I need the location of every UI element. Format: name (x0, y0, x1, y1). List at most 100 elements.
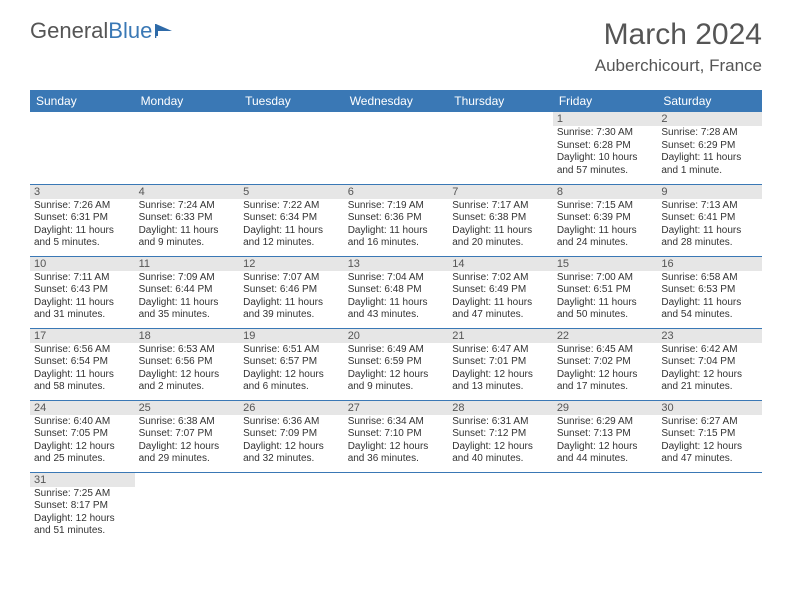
sunrise-text: Sunrise: 6:58 AM (661, 272, 758, 285)
sunset-text: Sunset: 6:48 PM (348, 284, 445, 297)
sunset-text: Sunset: 7:04 PM (661, 356, 758, 369)
calendar-cell (344, 472, 449, 544)
daylight-text: Daylight: 11 hours and 24 minutes. (557, 225, 654, 250)
calendar-cell (448, 112, 553, 184)
sunset-text: Sunset: 7:12 PM (452, 428, 549, 441)
day-details: Sunrise: 7:02 AMSunset: 6:49 PMDaylight:… (448, 271, 553, 324)
sunrise-text: Sunrise: 7:09 AM (139, 272, 236, 285)
daylight-text: Daylight: 12 hours and 25 minutes. (34, 441, 131, 466)
daylight-text: Daylight: 11 hours and 43 minutes. (348, 297, 445, 322)
daylight-text: Daylight: 11 hours and 9 minutes. (139, 225, 236, 250)
daylight-text: Daylight: 12 hours and 21 minutes. (661, 369, 758, 394)
calendar-cell (657, 472, 762, 544)
daylight-text: Daylight: 11 hours and 1 minute. (661, 152, 758, 177)
calendar-week-row: 3Sunrise: 7:26 AMSunset: 6:31 PMDaylight… (30, 184, 762, 256)
daylight-text: Daylight: 11 hours and 35 minutes. (139, 297, 236, 322)
sunrise-text: Sunrise: 7:22 AM (243, 200, 340, 213)
day-details: Sunrise: 7:26 AMSunset: 6:31 PMDaylight:… (30, 199, 135, 252)
day-details: Sunrise: 6:34 AMSunset: 7:10 PMDaylight:… (344, 415, 449, 468)
calendar-cell (344, 112, 449, 184)
sunset-text: Sunset: 6:44 PM (139, 284, 236, 297)
daylight-text: Daylight: 12 hours and 40 minutes. (452, 441, 549, 466)
weekday-header: Saturday (657, 90, 762, 112)
calendar-cell: 26Sunrise: 6:36 AMSunset: 7:09 PMDayligh… (239, 400, 344, 472)
daylight-text: Daylight: 12 hours and 9 minutes. (348, 369, 445, 394)
calendar-cell: 12Sunrise: 7:07 AMSunset: 6:46 PMDayligh… (239, 256, 344, 328)
calendar-cell: 18Sunrise: 6:53 AMSunset: 6:56 PMDayligh… (135, 328, 240, 400)
calendar-cell (553, 472, 658, 544)
daylight-text: Daylight: 11 hours and 47 minutes. (452, 297, 549, 322)
calendar-cell: 1Sunrise: 7:30 AMSunset: 6:28 PMDaylight… (553, 112, 658, 184)
day-details: Sunrise: 7:19 AMSunset: 6:36 PMDaylight:… (344, 199, 449, 252)
logo-word2: Blue (108, 18, 152, 44)
calendar-cell: 6Sunrise: 7:19 AMSunset: 6:36 PMDaylight… (344, 184, 449, 256)
day-details: Sunrise: 7:30 AMSunset: 6:28 PMDaylight:… (553, 126, 658, 179)
sunset-text: Sunset: 6:38 PM (452, 212, 549, 225)
day-number: 18 (135, 329, 240, 343)
sunrise-text: Sunrise: 7:15 AM (557, 200, 654, 213)
sunrise-text: Sunrise: 6:40 AM (34, 416, 131, 429)
sunrise-text: Sunrise: 7:17 AM (452, 200, 549, 213)
sunset-text: Sunset: 6:54 PM (34, 356, 131, 369)
sunrise-text: Sunrise: 7:11 AM (34, 272, 131, 285)
calendar-cell: 16Sunrise: 6:58 AMSunset: 6:53 PMDayligh… (657, 256, 762, 328)
day-number: 1 (553, 112, 658, 126)
weekday-header-row: Sunday Monday Tuesday Wednesday Thursday… (30, 90, 762, 112)
day-details: Sunrise: 6:40 AMSunset: 7:05 PMDaylight:… (30, 415, 135, 468)
daylight-text: Daylight: 11 hours and 50 minutes. (557, 297, 654, 322)
day-details: Sunrise: 7:00 AMSunset: 6:51 PMDaylight:… (553, 271, 658, 324)
day-details: Sunrise: 7:13 AMSunset: 6:41 PMDaylight:… (657, 199, 762, 252)
sunset-text: Sunset: 6:39 PM (557, 212, 654, 225)
day-details: Sunrise: 7:11 AMSunset: 6:43 PMDaylight:… (30, 271, 135, 324)
sunrise-text: Sunrise: 6:27 AM (661, 416, 758, 429)
sunrise-text: Sunrise: 6:42 AM (661, 344, 758, 357)
weekday-header: Tuesday (239, 90, 344, 112)
calendar-cell: 28Sunrise: 6:31 AMSunset: 7:12 PMDayligh… (448, 400, 553, 472)
day-details: Sunrise: 6:29 AMSunset: 7:13 PMDaylight:… (553, 415, 658, 468)
daylight-text: Daylight: 12 hours and 2 minutes. (139, 369, 236, 394)
sunset-text: Sunset: 6:49 PM (452, 284, 549, 297)
day-number: 23 (657, 329, 762, 343)
sunset-text: Sunset: 7:10 PM (348, 428, 445, 441)
calendar-cell: 21Sunrise: 6:47 AMSunset: 7:01 PMDayligh… (448, 328, 553, 400)
sunset-text: Sunset: 6:46 PM (243, 284, 340, 297)
calendar-cell: 13Sunrise: 7:04 AMSunset: 6:48 PMDayligh… (344, 256, 449, 328)
sunset-text: Sunset: 6:36 PM (348, 212, 445, 225)
day-details: Sunrise: 6:27 AMSunset: 7:15 PMDaylight:… (657, 415, 762, 468)
calendar-cell: 15Sunrise: 7:00 AMSunset: 6:51 PMDayligh… (553, 256, 658, 328)
day-number: 27 (344, 401, 449, 415)
daylight-text: Daylight: 11 hours and 28 minutes. (661, 225, 758, 250)
day-number: 22 (553, 329, 658, 343)
day-number: 28 (448, 401, 553, 415)
day-number: 4 (135, 185, 240, 199)
sunset-text: Sunset: 7:13 PM (557, 428, 654, 441)
day-details: Sunrise: 7:15 AMSunset: 6:39 PMDaylight:… (553, 199, 658, 252)
day-number: 31 (30, 473, 135, 487)
calendar-cell: 25Sunrise: 6:38 AMSunset: 7:07 PMDayligh… (135, 400, 240, 472)
sunrise-text: Sunrise: 6:47 AM (452, 344, 549, 357)
calendar-week-row: 24Sunrise: 6:40 AMSunset: 7:05 PMDayligh… (30, 400, 762, 472)
daylight-text: Daylight: 12 hours and 47 minutes. (661, 441, 758, 466)
calendar-cell (239, 472, 344, 544)
day-number: 21 (448, 329, 553, 343)
sunset-text: Sunset: 7:15 PM (661, 428, 758, 441)
logo: GeneralBlue (30, 18, 176, 44)
daylight-text: Daylight: 12 hours and 29 minutes. (139, 441, 236, 466)
day-number (135, 112, 240, 126)
day-number: 10 (30, 257, 135, 271)
sunrise-text: Sunrise: 6:31 AM (452, 416, 549, 429)
day-number (657, 473, 762, 487)
daylight-text: Daylight: 12 hours and 32 minutes. (243, 441, 340, 466)
sunset-text: Sunset: 6:33 PM (139, 212, 236, 225)
calendar-cell: 7Sunrise: 7:17 AMSunset: 6:38 PMDaylight… (448, 184, 553, 256)
sunset-text: Sunset: 6:57 PM (243, 356, 340, 369)
sunrise-text: Sunrise: 7:26 AM (34, 200, 131, 213)
sunrise-text: Sunrise: 7:24 AM (139, 200, 236, 213)
day-number: 19 (239, 329, 344, 343)
calendar-cell: 30Sunrise: 6:27 AMSunset: 7:15 PMDayligh… (657, 400, 762, 472)
sunrise-text: Sunrise: 7:19 AM (348, 200, 445, 213)
daylight-text: Daylight: 11 hours and 58 minutes. (34, 369, 131, 394)
calendar-cell: 4Sunrise: 7:24 AMSunset: 6:33 PMDaylight… (135, 184, 240, 256)
daylight-text: Daylight: 12 hours and 6 minutes. (243, 369, 340, 394)
weekday-header: Sunday (30, 90, 135, 112)
